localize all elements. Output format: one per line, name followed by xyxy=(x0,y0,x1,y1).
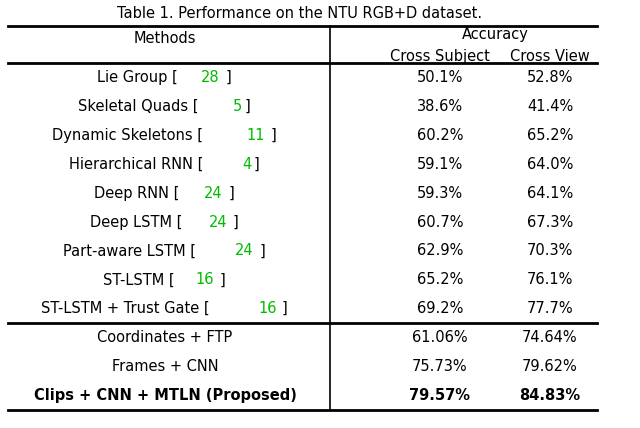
Text: 64.1%: 64.1% xyxy=(527,186,573,201)
Text: 65.2%: 65.2% xyxy=(527,128,573,143)
Text: 5: 5 xyxy=(233,99,243,114)
Text: 74.64%: 74.64% xyxy=(522,330,578,345)
Text: 77.7%: 77.7% xyxy=(527,301,573,316)
Text: 52.8%: 52.8% xyxy=(527,70,573,85)
Text: ST-LSTM + Trust Gate [: ST-LSTM + Trust Gate [ xyxy=(40,301,209,316)
Text: 65.2%: 65.2% xyxy=(417,272,463,287)
Text: 69.2%: 69.2% xyxy=(417,301,463,316)
Text: 76.1%: 76.1% xyxy=(527,272,573,287)
Text: 70.3%: 70.3% xyxy=(527,244,573,259)
Text: 24: 24 xyxy=(209,214,227,229)
Text: Frames + CNN: Frames + CNN xyxy=(112,359,218,374)
Text: 24: 24 xyxy=(204,186,223,201)
Text: Lie Group [: Lie Group [ xyxy=(97,70,178,85)
Text: Deep LSTM [: Deep LSTM [ xyxy=(90,214,182,229)
Text: 50.1%: 50.1% xyxy=(417,70,463,85)
Text: Clips + CNN + MTLN (Proposed): Clips + CNN + MTLN (Proposed) xyxy=(33,388,296,403)
Text: Hierarchical RNN [: Hierarchical RNN [ xyxy=(68,157,203,172)
Text: 59.3%: 59.3% xyxy=(417,186,463,201)
Text: 75.73%: 75.73% xyxy=(412,359,468,374)
Text: ]: ] xyxy=(233,214,239,229)
Text: Table 1. Performance on the NTU RGB+D dataset.: Table 1. Performance on the NTU RGB+D da… xyxy=(117,6,483,21)
Text: ST-LSTM [: ST-LSTM [ xyxy=(103,272,175,287)
Text: Dynamic Skeletons [: Dynamic Skeletons [ xyxy=(52,128,203,143)
Text: 79.62%: 79.62% xyxy=(522,359,578,374)
Text: 16: 16 xyxy=(258,301,276,316)
Text: ]: ] xyxy=(259,244,265,259)
Text: 67.3%: 67.3% xyxy=(527,214,573,229)
Text: ]: ] xyxy=(228,186,234,201)
Text: ]: ] xyxy=(245,99,251,114)
Text: 60.2%: 60.2% xyxy=(417,128,463,143)
Text: Coordinates + FTP: Coordinates + FTP xyxy=(97,330,232,345)
Text: 60.7%: 60.7% xyxy=(417,214,463,229)
Text: Cross Subject: Cross Subject xyxy=(390,48,490,63)
Text: 38.6%: 38.6% xyxy=(417,99,463,114)
Text: 11: 11 xyxy=(247,128,265,143)
Text: 28: 28 xyxy=(202,70,220,85)
Text: Skeletal Quads [: Skeletal Quads [ xyxy=(77,99,198,114)
Text: ]: ] xyxy=(254,157,260,172)
Text: ]: ] xyxy=(225,70,231,85)
Text: 24: 24 xyxy=(235,244,253,259)
Text: Methods: Methods xyxy=(134,30,196,45)
Text: 62.9%: 62.9% xyxy=(417,244,463,259)
Text: Cross View: Cross View xyxy=(510,48,590,63)
Text: ]: ] xyxy=(220,272,225,287)
Text: 79.57%: 79.57% xyxy=(410,388,470,403)
Text: 61.06%: 61.06% xyxy=(412,330,468,345)
Text: 59.1%: 59.1% xyxy=(417,157,463,172)
Text: Accuracy: Accuracy xyxy=(461,27,529,42)
Text: 84.83%: 84.83% xyxy=(520,388,580,403)
Text: 16: 16 xyxy=(196,272,214,287)
Text: ]: ] xyxy=(271,128,276,143)
Text: 64.0%: 64.0% xyxy=(527,157,573,172)
Text: Deep RNN [: Deep RNN [ xyxy=(94,186,180,201)
Text: 41.4%: 41.4% xyxy=(527,99,573,114)
Text: 4: 4 xyxy=(242,157,252,172)
Text: Part-aware LSTM [: Part-aware LSTM [ xyxy=(63,244,196,259)
Text: ]: ] xyxy=(282,301,288,316)
